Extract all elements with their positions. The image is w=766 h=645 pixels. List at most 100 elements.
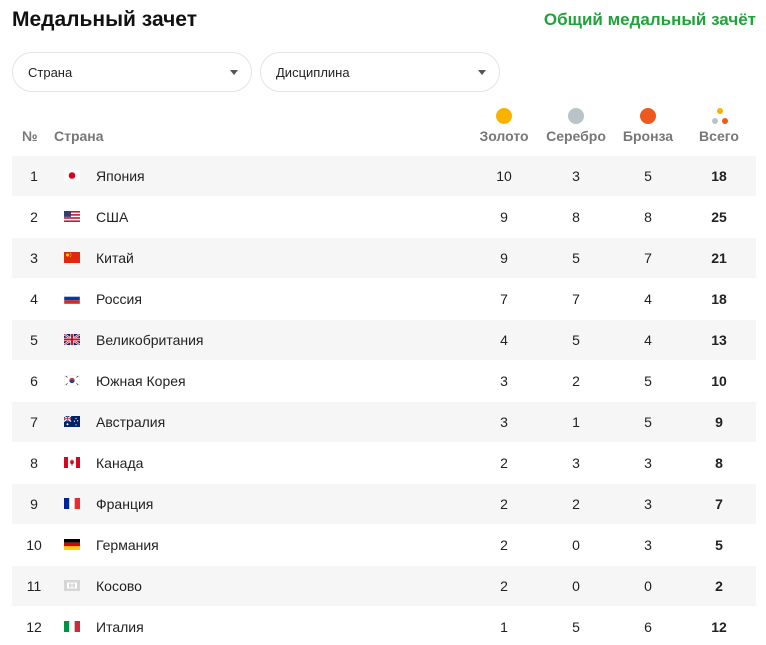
- rank-cell: 7: [30, 414, 38, 430]
- gold-count-cell: 2: [500, 455, 508, 471]
- table-row[interactable]: 3 Китай 9 5 7 21: [12, 238, 756, 279]
- bronze-count-cell: 3: [644, 496, 652, 512]
- italy-flag-icon: [64, 621, 80, 632]
- gold-count-cell: 1: [500, 619, 508, 635]
- country-name-cell: Австралия: [96, 414, 166, 430]
- chevron-down-icon: [478, 70, 486, 75]
- australia-flag-icon: [64, 416, 80, 427]
- total-count-cell: 7: [715, 496, 723, 512]
- table-row[interactable]: 2 США 9 8 8 25: [12, 197, 756, 238]
- table-row[interactable]: 4 Россия 7 7 4 18: [12, 279, 756, 320]
- bronze-count-cell: 4: [644, 332, 652, 348]
- table-row[interactable]: 5 Великобритания 4 5 4 13: [12, 320, 756, 361]
- silver-count-cell: 7: [572, 291, 580, 307]
- bronze-count-cell: 5: [644, 373, 652, 389]
- gold-count-cell: 3: [500, 414, 508, 430]
- gold-count-cell: 2: [500, 578, 508, 594]
- uk-flag-icon: [64, 334, 80, 345]
- discipline-select-label: Дисциплина: [276, 65, 350, 80]
- kosovo-flag-icon: [64, 580, 80, 591]
- table-row[interactable]: 9 Франция 2 2 3 7: [12, 484, 756, 525]
- bronze-count-cell: 6: [644, 619, 652, 635]
- rank-cell: 4: [30, 291, 38, 307]
- silver-medal-icon: [568, 108, 584, 124]
- table-header: № Страна Золото Серебро Бронза Всего: [12, 104, 756, 154]
- rank-cell: 8: [30, 455, 38, 471]
- rank-cell: 10: [26, 537, 42, 553]
- gold-count-cell: 9: [500, 209, 508, 225]
- discipline-select[interactable]: Дисциплина: [260, 52, 500, 92]
- column-header-total: Всего: [699, 128, 739, 144]
- overall-medal-standings-link[interactable]: Общий медальный зачёт: [543, 10, 756, 29]
- total-count-cell: 18: [711, 291, 727, 307]
- gold-count-cell: 3: [500, 373, 508, 389]
- bronze-count-cell: 7: [644, 250, 652, 266]
- table-row[interactable]: 6 Южная Корея 3 2 5 10: [12, 361, 756, 402]
- country-name-cell: Южная Корея: [96, 373, 186, 389]
- rank-cell: 1: [30, 168, 38, 184]
- country-name-cell: Косово: [96, 578, 142, 594]
- total-count-cell: 5: [715, 537, 723, 553]
- total-count-cell: 8: [715, 455, 723, 471]
- chevron-down-icon: [230, 70, 238, 75]
- rank-cell: 6: [30, 373, 38, 389]
- table-row[interactable]: 12 Италия 1 5 6 12: [12, 607, 756, 645]
- silver-count-cell: 2: [572, 373, 580, 389]
- table-row[interactable]: 11 Косово 2 0 0 2: [12, 566, 756, 607]
- canada-flag-icon: [64, 457, 80, 468]
- bronze-count-cell: 8: [644, 209, 652, 225]
- gold-count-cell: 7: [500, 291, 508, 307]
- silver-count-cell: 0: [572, 578, 580, 594]
- bronze-count-cell: 4: [644, 291, 652, 307]
- page-title: Медальный зачет: [12, 8, 197, 31]
- country-name-cell: Канада: [96, 455, 144, 471]
- bronze-count-cell: 0: [644, 578, 652, 594]
- column-header-gold: Золото: [479, 128, 529, 144]
- total-count-cell: 18: [711, 168, 727, 184]
- gold-count-cell: 4: [500, 332, 508, 348]
- rank-cell: 2: [30, 209, 38, 225]
- country-select[interactable]: Страна: [12, 52, 252, 92]
- japan-flag-icon: [64, 170, 80, 181]
- page-header: Медальный зачет Общий медальный зачёт: [12, 6, 756, 36]
- total-count-cell: 13: [711, 332, 727, 348]
- gold-count-cell: 2: [500, 537, 508, 553]
- silver-count-cell: 0: [572, 537, 580, 553]
- silver-count-cell: 5: [572, 332, 580, 348]
- gold-count-cell: 9: [500, 250, 508, 266]
- country-name-cell: Великобритания: [96, 332, 204, 348]
- total-count-cell: 10: [711, 373, 727, 389]
- country-name-cell: Китай: [96, 250, 134, 266]
- rank-cell: 9: [30, 496, 38, 512]
- country-name-cell: Германия: [96, 537, 159, 553]
- usa-flag-icon: [64, 211, 80, 222]
- table-row[interactable]: 1 Япония 10 3 5 18: [12, 156, 756, 197]
- gold-count-cell: 10: [496, 168, 512, 184]
- silver-count-cell: 2: [572, 496, 580, 512]
- rank-cell: 3: [30, 250, 38, 266]
- china-flag-icon: [64, 252, 80, 263]
- total-count-cell: 9: [715, 414, 723, 430]
- rank-cell: 11: [26, 578, 42, 594]
- country-select-label: Страна: [28, 65, 73, 80]
- country-name-cell: Россия: [96, 291, 142, 307]
- silver-count-cell: 1: [572, 414, 580, 430]
- column-header-country: Страна: [54, 128, 104, 144]
- total-count-cell: 12: [711, 619, 727, 635]
- total-count-cell: 21: [711, 250, 727, 266]
- table-row[interactable]: 7 Австралия 3 1 5 9: [12, 402, 756, 443]
- silver-count-cell: 5: [572, 619, 580, 635]
- column-header-silver: Серебро: [546, 128, 606, 144]
- germany-flag-icon: [64, 539, 80, 550]
- rank-cell: 5: [30, 332, 38, 348]
- total-count-cell: 2: [715, 578, 723, 594]
- silver-count-cell: 3: [572, 455, 580, 471]
- total-count-cell: 25: [711, 209, 727, 225]
- south-korea-flag-icon: [64, 375, 80, 386]
- table-row[interactable]: 8 Канада 2 3 3 8: [12, 443, 756, 484]
- table-row[interactable]: 10 Германия 2 0 3 5: [12, 525, 756, 566]
- bronze-count-cell: 5: [644, 414, 652, 430]
- bronze-count-cell: 5: [644, 168, 652, 184]
- rank-cell: 12: [26, 619, 42, 635]
- bronze-count-cell: 3: [644, 455, 652, 471]
